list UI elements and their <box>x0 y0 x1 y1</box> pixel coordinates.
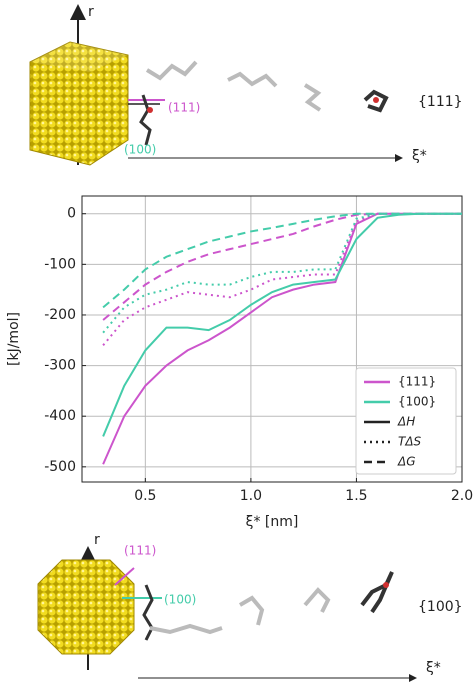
facet-label: {111} <box>418 94 463 110</box>
legend-label: ΔG <box>397 455 416 469</box>
series-line <box>102 212 462 437</box>
plot-frame <box>81 195 463 483</box>
chart: [kJ/mol] ξ* [nm] 0 -100 -200 -300 -400 -500 0.… <box>6 195 473 530</box>
y-tick-label: -100 <box>44 256 76 272</box>
plane-label: (100) <box>124 143 156 157</box>
series-line <box>102 212 462 334</box>
legend-label: {111} <box>398 375 436 389</box>
x-axis-label: ξ* [nm] <box>246 514 299 530</box>
series-line <box>102 212 462 309</box>
legend-label: {100} <box>398 395 436 409</box>
x-tick-label: 1.5 <box>345 488 367 504</box>
facet-label: {100} <box>418 599 463 615</box>
y-tick-label: -200 <box>44 307 76 323</box>
r-label: r <box>88 4 94 20</box>
series-line <box>102 212 462 321</box>
xi-label: ξ* <box>412 148 427 164</box>
top-illustration: r (111) (100) {111} ξ* <box>29 4 463 166</box>
y-tick-label: -500 <box>44 459 76 475</box>
x-tick-label: 0.5 <box>134 488 156 504</box>
r-label: r <box>94 532 100 548</box>
series-line <box>102 212 462 346</box>
plane-label: (111) <box>124 544 156 558</box>
legend-label: TΔS <box>398 435 422 449</box>
x-tick-label: 2.0 <box>451 488 473 504</box>
y-tick-label: -300 <box>44 358 76 374</box>
y-tick-label: -400 <box>44 408 76 424</box>
xi-label: ξ* <box>426 660 441 676</box>
y-axis-label: [kJ/mol] <box>6 312 22 366</box>
legend-label: ΔH <box>397 415 415 429</box>
plane-label: (111) <box>168 101 200 115</box>
bottom-illustration: r (111) (100) {100} ξ* <box>37 532 463 682</box>
y-tick-label: 0 <box>67 206 76 222</box>
x-tick-label: 1.0 <box>240 488 262 504</box>
legend-box <box>355 367 457 475</box>
plane-label: (100) <box>164 593 196 607</box>
